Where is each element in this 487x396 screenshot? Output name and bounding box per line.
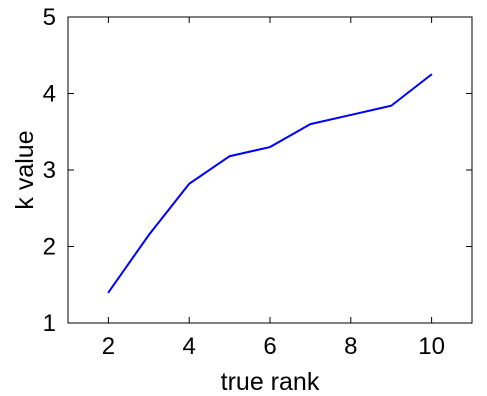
data-point xyxy=(430,73,433,76)
y-tick-label: 2 xyxy=(43,234,56,261)
x-tick-label: 4 xyxy=(183,333,196,360)
plot-area xyxy=(67,16,473,324)
data-point xyxy=(228,155,231,158)
y-tick-label: 4 xyxy=(43,81,56,108)
y-tick-label: 3 xyxy=(43,157,56,184)
series-layer xyxy=(107,73,433,294)
data-point xyxy=(148,234,150,236)
data-point xyxy=(350,114,352,116)
data-point xyxy=(188,182,190,185)
x-tick-label: 10 xyxy=(418,333,445,360)
y-tick-label: 5 xyxy=(43,4,56,31)
y-axis-label: k value xyxy=(11,130,39,209)
y-tick-label: 1 xyxy=(43,310,56,337)
x-tick-label: 6 xyxy=(263,333,276,360)
data-point xyxy=(390,104,393,107)
x-tick-label: 8 xyxy=(344,333,357,360)
data-point xyxy=(269,146,271,148)
x-axis-label: true rank xyxy=(221,368,320,396)
x-tick-label: 2 xyxy=(102,333,115,360)
data-point xyxy=(107,291,110,294)
data-point xyxy=(309,123,312,125)
